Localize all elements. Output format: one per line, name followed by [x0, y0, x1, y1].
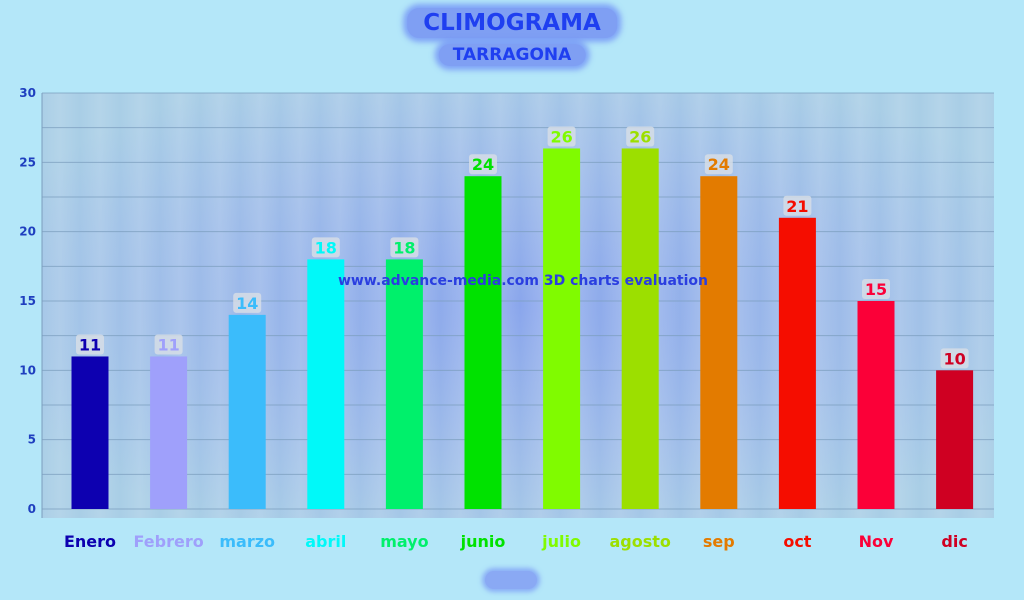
x-tick-label: Nov	[859, 532, 894, 551]
value-label-box	[940, 348, 969, 369]
value-label-box	[862, 279, 890, 299]
x-tick-label: Febrero	[133, 532, 203, 551]
value-label: 15	[865, 280, 887, 299]
chart-subtitle: TARRAGONA	[438, 44, 586, 66]
value-label: 21	[786, 197, 808, 216]
y-tick-label: 20	[19, 225, 36, 239]
value-label-box	[547, 126, 576, 147]
value-label: 24	[472, 155, 494, 174]
value-label: 10	[943, 349, 965, 368]
watermark-text: www.advance-media.com 3D charts evaluati…	[338, 273, 708, 289]
scroll-handle[interactable]	[485, 571, 537, 589]
value-label: 26	[550, 127, 572, 146]
bar	[700, 176, 738, 509]
bar	[936, 370, 974, 509]
y-tick-label: 5	[28, 433, 36, 447]
value-label-box	[469, 154, 497, 175]
value-label: 18	[315, 238, 337, 257]
bar	[621, 148, 659, 509]
bar	[543, 148, 581, 509]
plot-texture	[42, 93, 994, 518]
x-tick-label: dic	[941, 532, 967, 551]
y-tick-label: 10	[19, 363, 36, 377]
value-label: 14	[236, 294, 258, 313]
x-tick-label: mayo	[380, 532, 428, 551]
value-label-box	[154, 334, 183, 355]
value-label-box	[626, 126, 655, 147]
y-tick-label: 0	[28, 502, 36, 516]
value-label: 18	[393, 238, 415, 257]
bar	[857, 301, 895, 509]
x-tick-label: agosto	[609, 532, 670, 551]
bar	[464, 176, 502, 509]
x-tick-label: oct	[783, 532, 811, 551]
bar	[71, 356, 109, 509]
value-label-box	[704, 154, 733, 175]
bar	[228, 314, 266, 509]
value-label-box	[76, 334, 104, 355]
bar	[150, 356, 188, 509]
value-label: 26	[629, 127, 651, 146]
y-tick-label: 25	[19, 155, 36, 169]
y-tick-label: 15	[19, 294, 36, 308]
x-tick-label: julio	[541, 532, 581, 551]
bar	[307, 259, 345, 509]
value-label-box	[783, 195, 812, 216]
y-tick-label: 30	[19, 86, 36, 100]
value-label: 11	[79, 335, 101, 354]
x-tick-label: Enero	[64, 532, 116, 551]
bar	[778, 217, 816, 510]
value-label-box	[390, 237, 419, 258]
x-tick-label: abril	[305, 532, 346, 551]
x-tick-label: sep	[703, 532, 735, 551]
x-tick-label: marzo	[219, 532, 275, 551]
bar	[385, 259, 423, 509]
value-label: 11	[157, 335, 179, 354]
value-label-box	[233, 292, 262, 313]
chart-title: CLIMOGRAMA	[407, 8, 617, 38]
value-label-box	[311, 237, 340, 258]
x-tick-label: junio	[460, 532, 506, 551]
value-label: 24	[708, 155, 730, 174]
